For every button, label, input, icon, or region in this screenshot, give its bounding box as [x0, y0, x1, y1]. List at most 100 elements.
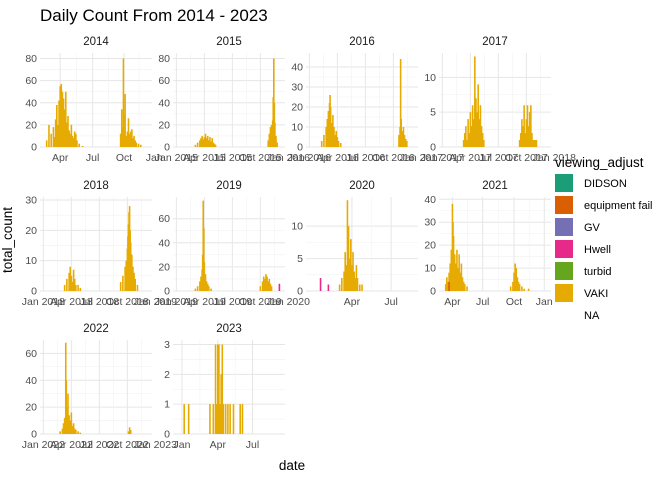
x-tick-label: Oct 2018	[106, 296, 149, 308]
bar-vaki	[206, 135, 209, 147]
bar-vaki	[56, 104, 58, 147]
bar-vaki	[261, 281, 264, 291]
bar-vaki	[515, 268, 518, 291]
bar-vaki	[79, 432, 82, 434]
bar-vaki	[398, 135, 400, 147]
y-tick-label: 10	[424, 263, 436, 275]
bar-vaki	[213, 143, 216, 147]
bar-vaki	[274, 122, 276, 147]
bar-vaki	[535, 140, 538, 147]
bar-vaki	[132, 266, 134, 291]
bar-vaki	[123, 113, 125, 147]
bar-vaki	[72, 138, 75, 147]
bar-vaki	[220, 374, 222, 434]
bar-vaki	[196, 142, 199, 147]
x-tick-label: Apr 2017	[449, 152, 492, 164]
legend-swatch	[555, 218, 573, 236]
y-tick-label: 20	[424, 240, 436, 252]
bar-vaki	[406, 141, 408, 147]
bar-vaki	[58, 100, 60, 147]
y-tick-label: 0	[430, 286, 436, 298]
bar-vaki	[68, 272, 70, 291]
x-tick-label: Jul	[86, 152, 99, 164]
bar-vaki	[239, 404, 241, 434]
bar-vaki	[268, 278, 271, 291]
bar-vaki	[73, 278, 76, 291]
bar-vaki	[401, 131, 404, 147]
legend-swatch	[555, 306, 573, 324]
bar-vaki	[127, 118, 130, 147]
bar-vaki	[222, 404, 225, 434]
bar-vaki	[267, 140, 269, 147]
x-tick-label: Apr	[210, 439, 227, 451]
bar-vaki	[68, 130, 70, 147]
legend-label: NA	[584, 310, 600, 322]
bar-vaki	[516, 277, 519, 291]
x-tick-label: Jul 2018	[80, 296, 120, 308]
legend-swatch	[555, 174, 573, 192]
bar-vaki	[214, 344, 217, 434]
facet-strip-label: 2015	[216, 36, 242, 48]
bar-vaki	[62, 98, 65, 147]
facet-strip-label: 2014	[83, 36, 109, 48]
bar-vaki	[355, 265, 358, 291]
bar-vaki	[202, 139, 205, 147]
bar-vaki	[71, 135, 74, 147]
bar-vaki	[475, 98, 477, 147]
x-tick-label: Jan 2016	[267, 152, 310, 164]
bar-vaki	[404, 139, 407, 147]
bar-vaki	[119, 281, 122, 291]
bar-vaki	[471, 105, 474, 147]
bar-vaki	[456, 249, 458, 291]
bar-vaki	[200, 276, 202, 291]
bar-vaki	[60, 83, 63, 147]
bar-vaki	[320, 141, 323, 147]
y-tick-label: 20	[291, 102, 303, 114]
bar-vaki	[323, 135, 325, 147]
bar-vaki	[457, 268, 459, 291]
bar-vaki	[69, 266, 72, 291]
bar-vaki	[521, 286, 523, 291]
y-tick-label: 30	[291, 82, 303, 94]
bar-vaki	[334, 135, 336, 147]
bar-vaki	[325, 127, 327, 147]
bar-vaki	[348, 258, 351, 291]
bar-vaki	[199, 281, 201, 291]
y-tick-label: 0	[430, 142, 436, 154]
bar-vaki	[452, 235, 455, 291]
y-tick-label: 20	[158, 261, 170, 273]
legend-item: NA	[555, 306, 600, 324]
y-tick-label: 1	[164, 399, 170, 411]
y-tick-label: 80	[25, 53, 37, 65]
bar-vaki	[229, 404, 231, 434]
y-tick-label: 20	[25, 225, 37, 237]
bar-vaki	[73, 428, 76, 434]
bar-vaki	[462, 140, 465, 147]
bar-vaki	[333, 127, 335, 147]
x-tick-label: Apr 2015	[183, 152, 226, 164]
x-tick-label: Oct	[116, 152, 132, 164]
legend-swatch	[555, 196, 573, 214]
x-tick-label: Apr 2018	[50, 296, 93, 308]
y-tick-label: 0	[164, 429, 170, 441]
bar-vaki	[474, 56, 476, 148]
bar-vaki	[127, 431, 130, 434]
bar-vaki	[126, 131, 129, 147]
y-tick-label: 60	[158, 213, 170, 225]
bar-vaki	[344, 252, 346, 291]
legend-label: turbid	[584, 266, 612, 278]
bar-vaki	[131, 129, 133, 147]
bar-vaki	[64, 91, 67, 147]
bar-vaki	[57, 124, 59, 147]
x-tick-label: Apr 2016	[316, 152, 359, 164]
x-tick-label: Jan	[146, 152, 163, 164]
y-tick-label: 5	[430, 107, 436, 119]
bar-vaki	[140, 144, 142, 147]
bar-vaki	[346, 200, 349, 291]
bar-vaki	[133, 272, 135, 291]
bar-vaki	[212, 142, 215, 147]
bar-vaki	[481, 133, 484, 147]
